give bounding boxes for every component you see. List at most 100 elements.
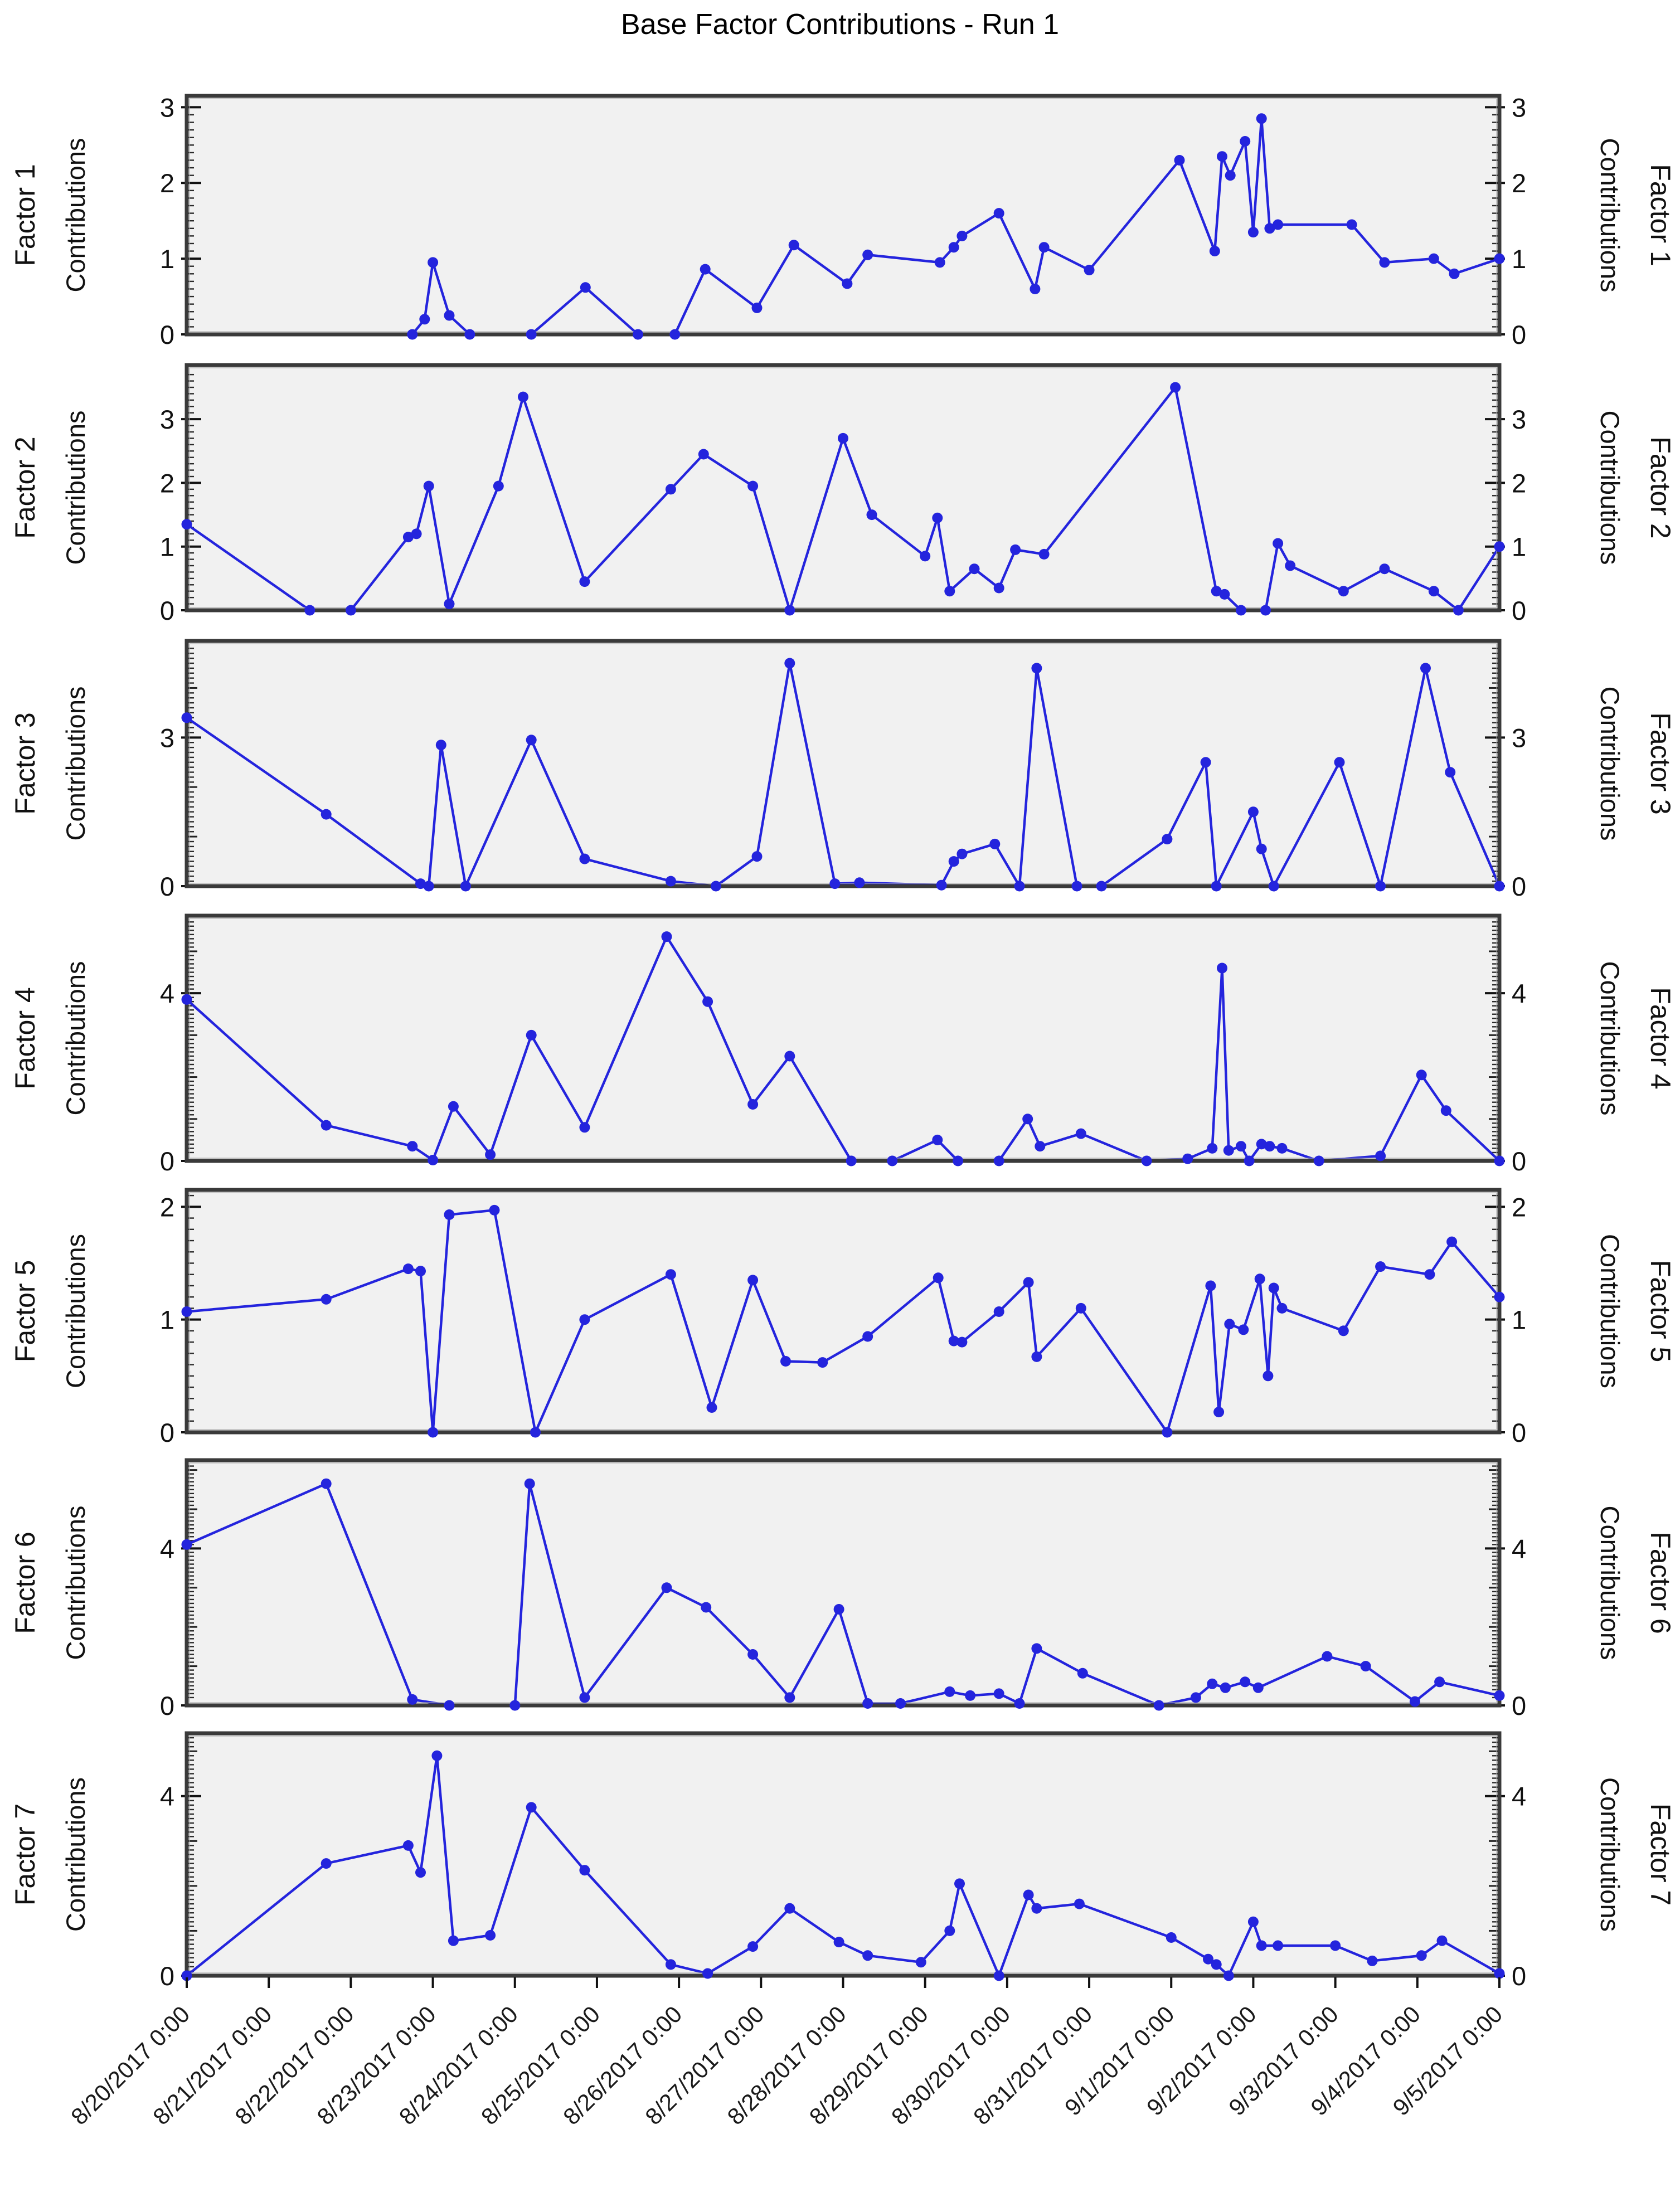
- factor-4-data-point: [181, 994, 192, 1005]
- y-tick-label: 4: [160, 1534, 174, 1563]
- factor-6-data-point: [993, 1688, 1004, 1699]
- factor-4-left-axis-title: Contributions: [61, 961, 90, 1116]
- factor-1-data-point: [407, 329, 418, 340]
- factor-1-data-point: [700, 264, 711, 275]
- factor-1-data-point: [580, 282, 591, 293]
- factor-2-data-point: [1010, 544, 1021, 555]
- factor-3-data-point: [460, 881, 471, 892]
- factor-3-data-point: [1256, 843, 1267, 854]
- factor-1-data-point: [444, 310, 455, 321]
- factor-6-left-label: Factor 6: [9, 1532, 41, 1634]
- factor-3-right-axis-title: Contributions: [1595, 687, 1625, 841]
- factor-6-data-point: [1252, 1682, 1264, 1693]
- factor-2-plot-border-inner: [189, 367, 1497, 608]
- y-tick-label: 3: [1512, 93, 1526, 122]
- y-tick-label: 1: [1512, 244, 1526, 274]
- factor-5-data-point: [1205, 1280, 1216, 1291]
- factor-4-data-point: [1223, 1145, 1234, 1156]
- factor-3-data-point: [1200, 757, 1211, 768]
- factor-6-right-label: Factor 6: [1645, 1532, 1676, 1634]
- factor-7-data-point: [1023, 1889, 1034, 1900]
- factor-5-data-point: [780, 1356, 791, 1367]
- factor-1-data-point: [669, 329, 681, 340]
- factor-7-data-point: [1494, 1968, 1505, 1979]
- factor-3-data-point: [579, 853, 590, 864]
- factor-5-data-point: [706, 1402, 717, 1413]
- factor-7-left-axis-title: Contributions: [61, 1777, 90, 1932]
- y-tick-label: 4: [160, 1782, 174, 1811]
- factor-3-data-point: [710, 881, 721, 892]
- factor-5-data-point: [1031, 1351, 1042, 1362]
- factor-5-data-point: [665, 1269, 676, 1280]
- factor-4-data-point: [1256, 1139, 1267, 1150]
- factor-5-data-point: [956, 1336, 968, 1348]
- factor-7-data-point: [944, 1925, 955, 1936]
- y-tick-label: 3: [1512, 405, 1526, 434]
- factor-5-data-point: [181, 1306, 192, 1317]
- factor-7-data-point: [954, 1878, 965, 1889]
- y-tick-label: 1: [160, 532, 174, 562]
- factor-6-data-point: [1240, 1676, 1251, 1688]
- factor-2-data-point: [423, 480, 434, 492]
- factor-2-data-point: [411, 528, 422, 539]
- factor-7-data-point: [862, 1950, 873, 1961]
- y-tick-label: 0: [1512, 320, 1526, 349]
- factor-1-data-point: [1217, 151, 1227, 162]
- factor-1-data-point: [428, 257, 439, 268]
- factor-3-data-point: [751, 851, 763, 862]
- factor-6-data-point: [181, 1539, 192, 1550]
- factor-5-data-point: [579, 1314, 590, 1325]
- factor-6-data-point: [524, 1478, 535, 1489]
- factor-6-data-point: [661, 1582, 672, 1593]
- factor-1-data-point: [1225, 170, 1236, 181]
- factor-5-data-point: [489, 1204, 500, 1216]
- factor-7-data-point: [1436, 1935, 1448, 1946]
- factor-6-data-point: [944, 1686, 955, 1697]
- factor-3-data-point: [854, 877, 865, 888]
- factor-5-data-point: [1338, 1325, 1349, 1336]
- y-tick-label: 0: [1512, 1691, 1526, 1720]
- factor-4-plot-border-inner: [189, 918, 1497, 1159]
- factor-1-data-point: [1174, 155, 1185, 166]
- factor-3-data-point: [1334, 757, 1345, 768]
- factor-2-right-axis-title: Contributions: [1595, 411, 1625, 565]
- factor-3-data-point: [989, 838, 1001, 849]
- factor-1-data-point: [1240, 136, 1251, 147]
- factor-1-data-point: [1273, 219, 1284, 230]
- factor-7-data-point: [1031, 1903, 1042, 1914]
- factor-7-data-point: [1074, 1898, 1085, 1909]
- factor-2-data-point: [1273, 538, 1284, 549]
- factor-2-data-point: [993, 582, 1004, 594]
- factor-1-data-point: [464, 329, 475, 340]
- factor-6-data-point: [1077, 1668, 1088, 1679]
- factor-2-data-point: [1379, 563, 1390, 575]
- factor-1-data-point: [1449, 268, 1460, 279]
- factor-3-left-axis-title: Contributions: [61, 687, 90, 841]
- factor-2-data-point: [304, 605, 315, 616]
- factor-7-data-point: [915, 1957, 926, 1968]
- factor-1-data-point: [526, 329, 537, 340]
- factor-7-data-point: [1203, 1953, 1213, 1965]
- factor-6-data-point: [1153, 1700, 1164, 1711]
- factor-3-data-point: [1096, 881, 1107, 892]
- factor-3-plot-area: [187, 641, 1499, 886]
- factor-1-plot-border: [184, 94, 1502, 337]
- factor-2-data-point: [1494, 541, 1505, 552]
- factor-1-data-point: [633, 329, 643, 340]
- factor-5-data-point: [1494, 1291, 1505, 1302]
- factor-3-data-point: [435, 740, 446, 751]
- factor-2-data-point: [944, 586, 955, 597]
- factor-7-data-point: [702, 1968, 713, 1979]
- factor-4-data-point: [702, 996, 713, 1007]
- factor-5-data-point: [1075, 1302, 1086, 1314]
- y-tick-label: 0: [160, 320, 174, 349]
- y-tick-label: 0: [1512, 1418, 1526, 1447]
- factor-4-data-point: [1313, 1155, 1324, 1166]
- factor-3-plot-border-inner: [189, 643, 1497, 884]
- factor-1-data-point: [1247, 227, 1259, 238]
- factor-4-data-point: [1207, 1143, 1218, 1154]
- factor-1-data-point: [1428, 253, 1439, 264]
- factor-1-data-point: [1209, 246, 1220, 256]
- factor-1-data-point: [993, 208, 1004, 219]
